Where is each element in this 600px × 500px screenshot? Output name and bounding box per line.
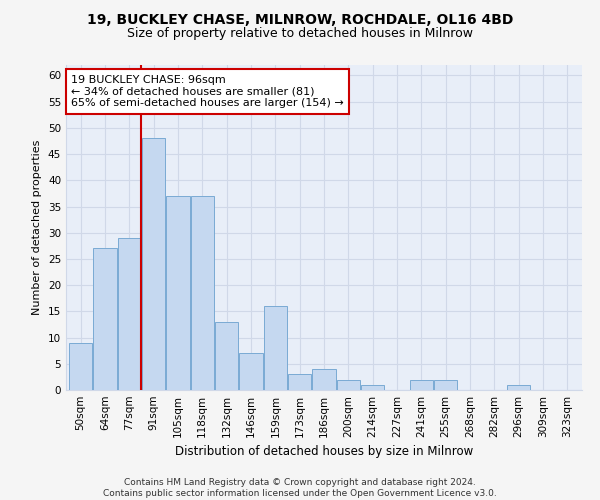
- Y-axis label: Number of detached properties: Number of detached properties: [32, 140, 43, 315]
- Text: Contains HM Land Registry data © Crown copyright and database right 2024.
Contai: Contains HM Land Registry data © Crown c…: [103, 478, 497, 498]
- Text: 19, BUCKLEY CHASE, MILNROW, ROCHDALE, OL16 4BD: 19, BUCKLEY CHASE, MILNROW, ROCHDALE, OL…: [87, 12, 513, 26]
- Bar: [69, 343, 92, 390]
- Bar: [361, 385, 384, 390]
- Bar: [288, 374, 311, 390]
- Bar: [239, 354, 263, 390]
- Text: Size of property relative to detached houses in Milnrow: Size of property relative to detached ho…: [127, 28, 473, 40]
- Bar: [94, 248, 116, 390]
- Bar: [191, 196, 214, 390]
- Bar: [264, 306, 287, 390]
- Bar: [434, 380, 457, 390]
- X-axis label: Distribution of detached houses by size in Milnrow: Distribution of detached houses by size …: [175, 446, 473, 458]
- Bar: [410, 380, 433, 390]
- Bar: [166, 196, 190, 390]
- Bar: [507, 385, 530, 390]
- Text: 19 BUCKLEY CHASE: 96sqm
← 34% of detached houses are smaller (81)
65% of semi-de: 19 BUCKLEY CHASE: 96sqm ← 34% of detache…: [71, 74, 344, 108]
- Bar: [337, 380, 360, 390]
- Bar: [215, 322, 238, 390]
- Bar: [142, 138, 165, 390]
- Bar: [313, 369, 335, 390]
- Bar: [118, 238, 141, 390]
